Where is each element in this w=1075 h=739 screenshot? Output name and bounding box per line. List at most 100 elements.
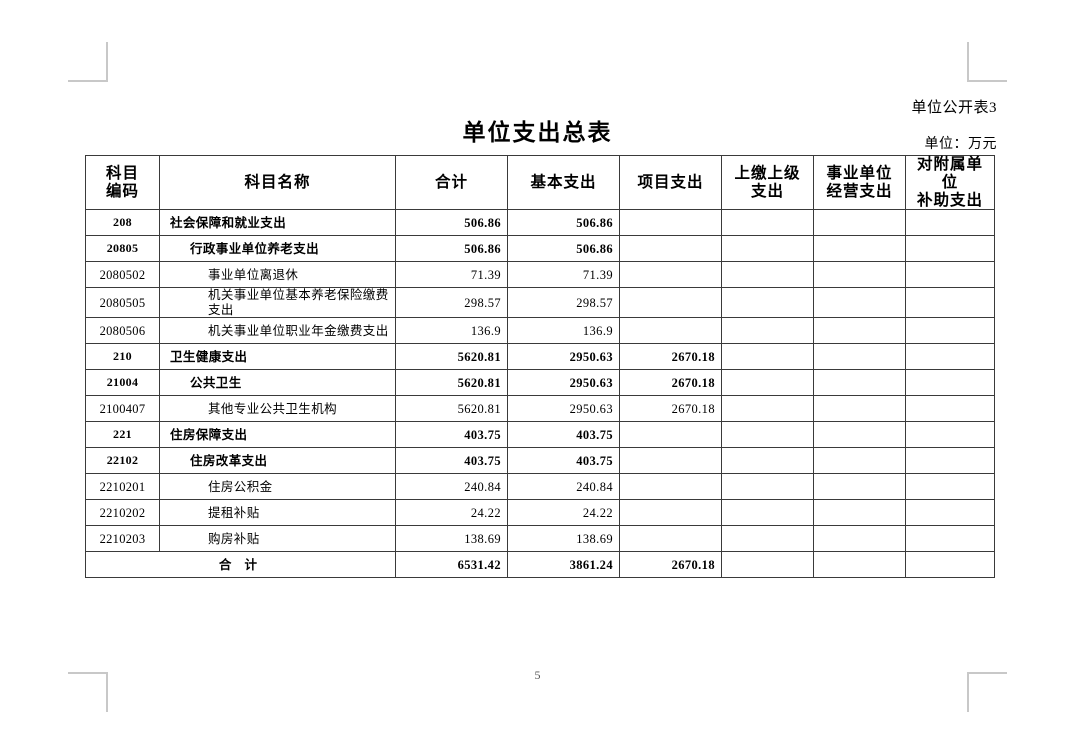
cell-subject-name: 公共卫生 [159,369,396,397]
cell-subject-code: 208 [85,209,160,237]
cell-institution-operating [813,421,906,449]
cell-basic-expenditure: 2950.63 [507,343,620,371]
cell-basic-expenditure: 240.84 [507,473,620,501]
column-header-basic-expenditure: 基本支出 [507,154,620,211]
cell-subject-name: 购房补贴 [159,525,396,553]
cell-total: 136.9 [395,317,508,345]
cell-institution-operating [813,447,906,475]
table-row: 208 社会保障和就业支出 506.86 506.86 [85,209,995,237]
cell-subject-name: 其他专业公共卫生机构 [159,395,396,423]
cell-remit-upper [721,209,814,237]
header-line-1: 基本支出 [530,173,597,191]
cell-subject-name: 住房保障支出 [159,421,396,449]
cell-subject-name: 住房改革支出 [159,447,396,475]
header-line-2: 编码 [105,182,139,200]
cell-total: 5620.81 [395,395,508,423]
cell-project-expenditure [619,499,722,527]
cell-remit-upper [721,447,814,475]
table-row: 2080505 机关事业单位基本养老保险缴费支出 298.57 298.57 [85,287,995,319]
cell-remit-upper [721,261,814,289]
cell-project-sum: 2670.18 [619,551,722,579]
cell-institution-operating [813,499,906,527]
cell-total: 506.86 [395,209,508,237]
cell-institution-operating [813,261,906,289]
table-row: 210 卫生健康支出 5620.81 2950.63 2670.18 [85,343,995,371]
cell-project-expenditure: 2670.18 [619,343,722,371]
cell-subject-name: 机关事业单位基本养老保险缴费支出 [159,287,396,319]
page-number: 5 [534,668,541,682]
table-row: 2080506 机关事业单位职业年金缴费支出 136.9 136.9 [85,317,995,345]
table-row: 221 住房保障支出 403.75 403.75 [85,421,995,449]
cell-subject-code: 22102 [85,447,160,475]
cell-subsidy-affiliated [905,343,995,371]
cell-basic-expenditure: 2950.63 [507,395,620,423]
cell-subsidy-affiliated [905,525,995,553]
cell-institution-operating [813,317,906,345]
cell-remit-upper [721,369,814,397]
cell-subsidy-affiliated [905,499,995,527]
cell-subject-code: 2080505 [85,287,160,319]
cell-remit-upper [721,395,814,423]
cell-total: 24.22 [395,499,508,527]
column-header-project-expenditure: 项目支出 [619,154,722,211]
cell-project-expenditure [619,261,722,289]
cell-total: 506.86 [395,235,508,263]
cell-subsidy-affiliated [905,473,995,501]
cell-total: 138.69 [395,525,508,553]
cell-subject-code: 20805 [85,235,160,263]
cell-total: 5620.81 [395,343,508,371]
column-header-subject-name: 科目名称 [159,154,396,211]
crop-mark-top-left [68,42,108,82]
cell-subject-code: 2080502 [85,261,160,289]
cell-basic-expenditure: 2950.63 [507,369,620,397]
cell-total: 403.75 [395,447,508,475]
cell-total: 71.39 [395,261,508,289]
cell-total: 403.75 [395,421,508,449]
column-header-subject-code: 科目 编码 [85,154,160,211]
cell-subject-name: 住房公积金 [159,473,396,501]
header-line-1: 科目名称 [244,173,311,191]
table-header: 科目 编码 科目名称 合计 基本支出 项目支出 上缴上级 支出 [85,154,995,211]
cell-subject-code: 221 [85,421,160,449]
table-row: 22102 住房改革支出 403.75 403.75 [85,447,995,475]
cell-subject-name: 提租补贴 [159,499,396,527]
cell-remit-upper [721,473,814,501]
cell-subsidy-affiliated [905,287,995,319]
cell-subject-name: 卫生健康支出 [159,343,396,371]
cell-remit-upper [721,525,814,553]
cell-total-sum: 6531.42 [395,551,508,579]
table-header-row: 科目 编码 科目名称 合计 基本支出 项目支出 上缴上级 支出 [85,154,995,211]
column-header-remit-upper: 上缴上级 支出 [721,154,814,211]
table-row: 2210202 提租补贴 24.22 24.22 [85,499,995,527]
table-row: 2210201 住房公积金 240.84 240.84 [85,473,995,501]
cell-institution-operating [813,395,906,423]
header-line-2: 支出 [750,182,784,200]
cell-subsidy-affiliated-sum [905,551,995,579]
header-line-2: 经营支出 [826,182,893,200]
cell-institution-operating [813,369,906,397]
header-line-1: 项目支出 [637,173,704,191]
header-line-1: 合计 [434,173,468,191]
table-row: 20805 行政事业单位养老支出 506.86 506.86 [85,235,995,263]
crop-mark-top-right [967,42,1007,82]
cell-subsidy-affiliated [905,261,995,289]
cell-basic-expenditure: 506.86 [507,235,620,263]
cell-basic-expenditure: 403.75 [507,421,620,449]
cell-remit-upper [721,499,814,527]
table-row: 2100407 其他专业公共卫生机构 5620.81 2950.63 2670.18 [85,395,995,423]
cell-remit-upper [721,317,814,345]
cell-remit-upper [721,421,814,449]
cell-remit-upper [721,235,814,263]
cell-project-expenditure [619,473,722,501]
cell-basic-expenditure: 403.75 [507,447,620,475]
cell-project-expenditure [619,447,722,475]
cell-basic-expenditure: 71.39 [507,261,620,289]
expenditure-table-container: 科目 编码 科目名称 合计 基本支出 项目支出 上缴上级 支出 [85,154,995,579]
unit-note: 单位：万元 [924,137,997,152]
table-total-row: 合 计 6531.42 3861.24 2670.18 [85,551,995,579]
cell-subject-code: 21004 [85,369,160,397]
header-line-1: 事业单位 [826,164,893,182]
cell-project-expenditure: 2670.18 [619,369,722,397]
cell-subject-code: 2210202 [85,499,160,527]
cell-project-expenditure [619,317,722,345]
